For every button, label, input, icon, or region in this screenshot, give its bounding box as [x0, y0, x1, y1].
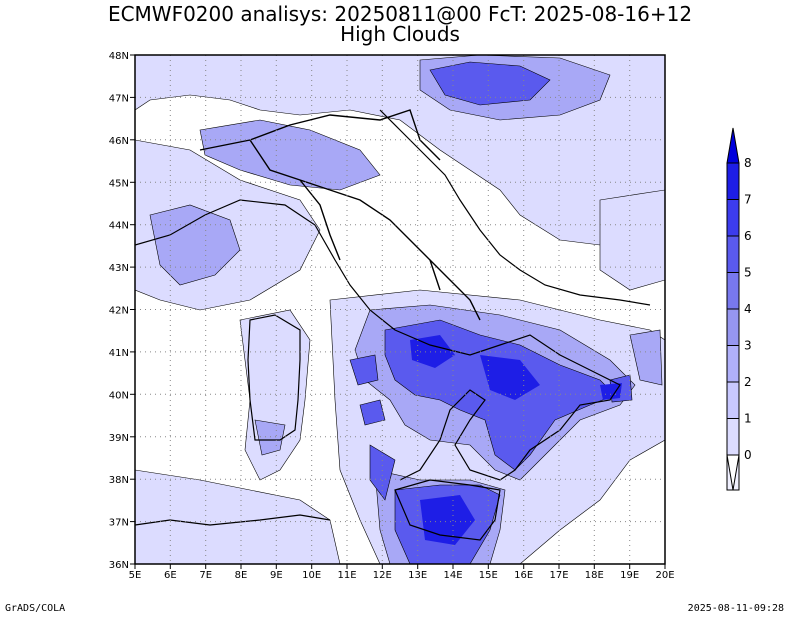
- lon-tick-20E: 20E: [655, 570, 674, 581]
- lon-tick-5E: 5E: [129, 570, 142, 581]
- lat-tick-38N: 38N: [109, 475, 129, 486]
- footer-software-label: GrADS/COLA: [5, 603, 66, 614]
- lat-tick-39N: 39N: [109, 433, 129, 444]
- lat-tick-40N: 40N: [109, 390, 129, 401]
- lat-tick-41N: 41N: [109, 348, 129, 359]
- colorbar-label-6: 6: [744, 229, 752, 243]
- lon-tick-13E: 13E: [408, 570, 427, 581]
- borders: [199, 109, 481, 321]
- colorbar-swatch-1: [726, 418, 740, 456]
- lat-tick-45N: 45N: [109, 178, 129, 189]
- lon-tick-19E: 19E: [620, 570, 639, 581]
- colorbar-label-5: 5: [744, 266, 752, 280]
- lon-tick-15E: 15E: [479, 570, 498, 581]
- colorbar-swatch-7: [726, 199, 740, 237]
- lat-tick-48N: 48N: [109, 51, 129, 62]
- title-line1: ECMWF0200 analisys: 20250811@00 FcT: 202…: [107, 2, 693, 26]
- colorbar-swatch-2: [726, 381, 740, 419]
- colorbar-swatch-5: [726, 272, 740, 310]
- colorbar-top-arrow: [726, 127, 740, 164]
- lat-tick-46N: 46N: [109, 136, 129, 147]
- lon-tick-17E: 17E: [549, 570, 568, 581]
- lon-tick-10E: 10E: [302, 570, 321, 581]
- lat-tick-36N: 36N: [109, 560, 129, 571]
- colorbar-swatch-3: [726, 345, 740, 383]
- colorbar-label-8: 8: [744, 156, 752, 170]
- lat-tick-47N: 47N: [109, 93, 129, 104]
- colorbar-label-7: 7: [744, 193, 752, 207]
- coastlines: [135, 109, 651, 541]
- colorbar-swatch-8: [726, 162, 740, 200]
- lon-tick-7E: 7E: [199, 570, 212, 581]
- lon-tick-8E: 8E: [235, 570, 248, 581]
- lon-tick-18E: 18E: [585, 570, 604, 581]
- lat-tick-42N: 42N: [109, 306, 129, 317]
- colorbar-swatch-4: [726, 308, 740, 346]
- lat-tick-37N: 37N: [109, 518, 129, 529]
- footer-timestamp: 2025-08-11-09:28: [687, 603, 784, 614]
- colorbar-label-3: 3: [744, 339, 752, 353]
- title-line2: High Clouds: [340, 22, 460, 46]
- lat-tick-44N: 44N: [109, 221, 129, 232]
- lat-tick-labels: 36N 37N 38N 39N 40N 41N 42N 43N 44N 45N …: [109, 51, 135, 571]
- lon-tick-11E: 11E: [337, 570, 356, 581]
- lon-tick-16E: 16E: [514, 570, 533, 581]
- lat-tick-43N: 43N: [109, 263, 129, 274]
- colorbar-label-1: 1: [744, 412, 752, 426]
- lon-tick-12E: 12E: [373, 570, 392, 581]
- lon-tick-9E: 9E: [270, 570, 283, 581]
- colorbar-label-4: 4: [744, 302, 752, 316]
- colorbar-label-2: 2: [744, 375, 752, 389]
- lon-tick-14E: 14E: [443, 570, 462, 581]
- colorbar-label-0: 0: [744, 448, 752, 462]
- graticule: [135, 55, 665, 564]
- colorbar-swatch-6: [726, 235, 740, 273]
- colorbar-bottom-arrow: [726, 454, 740, 491]
- lon-tick-labels: 5E 6E 7E 8E 9E 10E 11E 12E 13E 14E 15E 1…: [129, 564, 675, 581]
- lon-tick-6E: 6E: [164, 570, 177, 581]
- colorbar: 0 1 2 3 4 5 6 7 8: [726, 127, 752, 491]
- map-panel: [135, 55, 665, 564]
